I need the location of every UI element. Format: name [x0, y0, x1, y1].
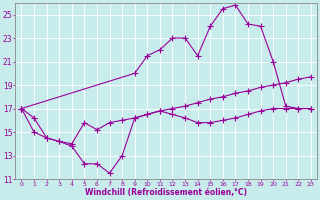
X-axis label: Windchill (Refroidissement éolien,°C): Windchill (Refroidissement éolien,°C) — [85, 188, 247, 197]
